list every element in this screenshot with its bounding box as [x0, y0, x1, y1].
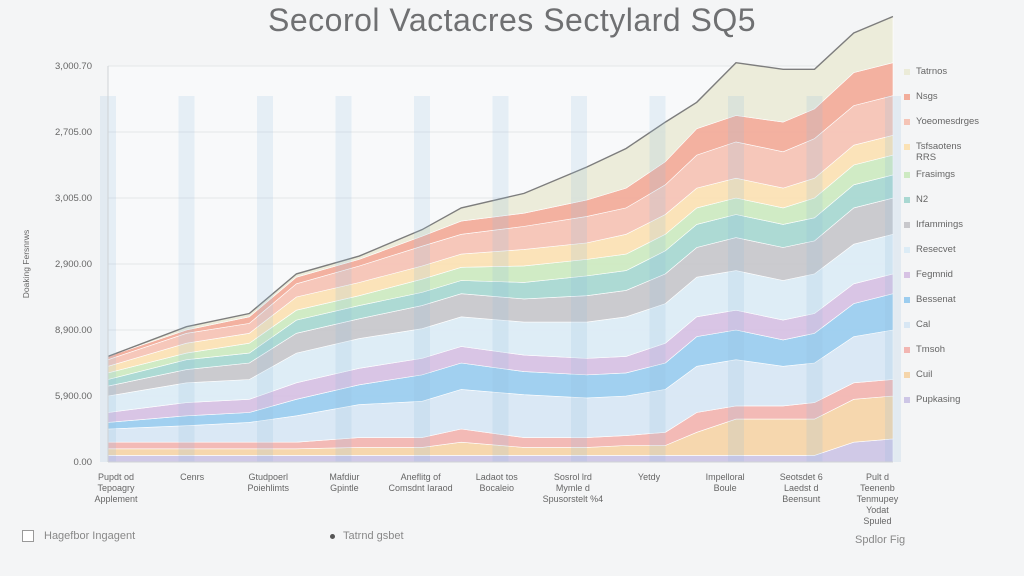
- legend-swatch: [904, 222, 910, 228]
- legend-item: Nsgs: [904, 91, 1014, 102]
- legend-item: Irfammings: [904, 219, 1014, 230]
- category-band: [885, 96, 901, 462]
- legend-item: Yoeomesdrges: [904, 116, 1014, 127]
- legend-label: Cuil: [916, 369, 933, 380]
- x-tick-label: Mafdiur Gpintle: [329, 472, 359, 493]
- category-band: [414, 96, 430, 462]
- x-tick-label: Pult d Teenenb Tenmupey Yodat Spuled: [857, 472, 899, 526]
- legend-swatch: [904, 94, 910, 100]
- legend-item: Tatrnos: [904, 66, 1014, 77]
- y-tick-label: 8,900.00: [55, 325, 92, 336]
- legend-item: Tmsoh: [904, 344, 1014, 355]
- legend-label: Cal: [916, 319, 931, 330]
- legend-swatch: [904, 119, 910, 125]
- legend-item: Frasimgs: [904, 169, 1014, 180]
- y-tick-label: 0.00: [74, 457, 93, 468]
- y-tick-label: 5,900.00: [55, 391, 92, 402]
- legend-label: Pupkasing: [916, 394, 961, 405]
- legend: Tatrnos Nsgs Yoeomesdrges Tsfsaotens RRS Fra…: [904, 66, 1014, 419]
- y-tick-label: 3,000.70: [55, 61, 92, 72]
- legend-item: N2: [904, 194, 1014, 205]
- legend-item: Cuil: [904, 369, 1014, 380]
- footer-checkbox[interactable]: [22, 530, 34, 542]
- category-band: [728, 96, 744, 462]
- legend-item: Fegmnid: [904, 269, 1014, 280]
- legend-swatch: [904, 69, 910, 75]
- legend-swatch: [904, 297, 910, 303]
- x-tick-label: Seotsdet 6 Laedst d Beensunt: [780, 472, 823, 504]
- chart-title: Secorol Vactacres Sectylard SQ5: [268, 2, 756, 38]
- legend-label: Yoeomesdrges: [916, 116, 980, 127]
- footer-mid-label: Tatrnd gsbet: [343, 530, 404, 542]
- legend-swatch: [904, 272, 910, 278]
- legend-label: Tsfsaotens RRS: [916, 141, 962, 163]
- category-band: [178, 96, 195, 462]
- legend-swatch: [904, 322, 910, 328]
- x-tick-label: Ladaot tos Bocaleio: [476, 472, 519, 493]
- legend-swatch: [904, 144, 910, 150]
- legend-item: Pupkasing: [904, 394, 1014, 405]
- legend-item: Resecvet: [904, 244, 1014, 255]
- footer-mid: Tatrnd gsbet: [330, 530, 404, 542]
- footer-dot-icon: [330, 533, 335, 539]
- top-outline: [107, 15, 894, 358]
- legend-label: Bessenat: [916, 294, 956, 305]
- x-tick-label: Gtudpoerl Poiehlimts: [248, 472, 290, 493]
- legend-swatch: [904, 247, 910, 253]
- category-band: [492, 96, 509, 462]
- legend-label: Frasimgs: [916, 169, 956, 180]
- x-tick-label: Aneflitg of Comsdnt Iaraod: [389, 472, 453, 493]
- legend-swatch: [904, 372, 910, 378]
- footer-left-label: Hagefbor Ingagent: [44, 530, 136, 542]
- legend-item: Tsfsaotens RRS: [904, 141, 1014, 163]
- category-band: [806, 96, 823, 462]
- legend-label: Irfammings: [916, 219, 963, 230]
- category-band: [257, 96, 273, 462]
- legend-label: Tmsoh: [916, 344, 946, 355]
- legend-swatch: [904, 397, 910, 403]
- x-tick-label: Impelloral Boule: [706, 472, 745, 493]
- legend-label: Resecvet: [916, 244, 956, 255]
- y-axis-label: Doaking Fersnrws: [21, 230, 31, 299]
- legend-swatch: [904, 197, 910, 203]
- category-band: [649, 96, 666, 462]
- legend-item: Cal: [904, 319, 1014, 330]
- y-tick-label: 3,005.00: [55, 193, 92, 204]
- footer-right-label: Spdlor Fig: [855, 534, 906, 546]
- x-tick-label: Sosrol lrd Mymle d Spusorstelt %4: [543, 472, 604, 504]
- x-tick-label: Yetdy: [638, 472, 661, 482]
- footer-left: Hagefbor Ingagent: [22, 530, 135, 542]
- legend-swatch: [904, 347, 910, 353]
- category-band: [571, 96, 587, 462]
- legend-label: Tatrnos: [916, 66, 948, 77]
- legend-swatch: [904, 172, 910, 178]
- x-tick-label: Pupdt od Tepoagry Applement: [94, 472, 138, 504]
- legend-label: Fegmnid: [916, 269, 953, 280]
- legend-label: Nsgs: [916, 91, 938, 102]
- y-tick-label: 2,900.00: [55, 259, 92, 270]
- x-tick-label: Cenrs: [180, 472, 205, 482]
- legend-item: Bessenat: [904, 294, 1014, 305]
- footer-right: Spdlor Fig: [855, 530, 905, 548]
- legend-label: N2: [916, 194, 929, 205]
- category-band: [335, 96, 352, 462]
- y-tick-label: 2,705.00: [55, 127, 92, 138]
